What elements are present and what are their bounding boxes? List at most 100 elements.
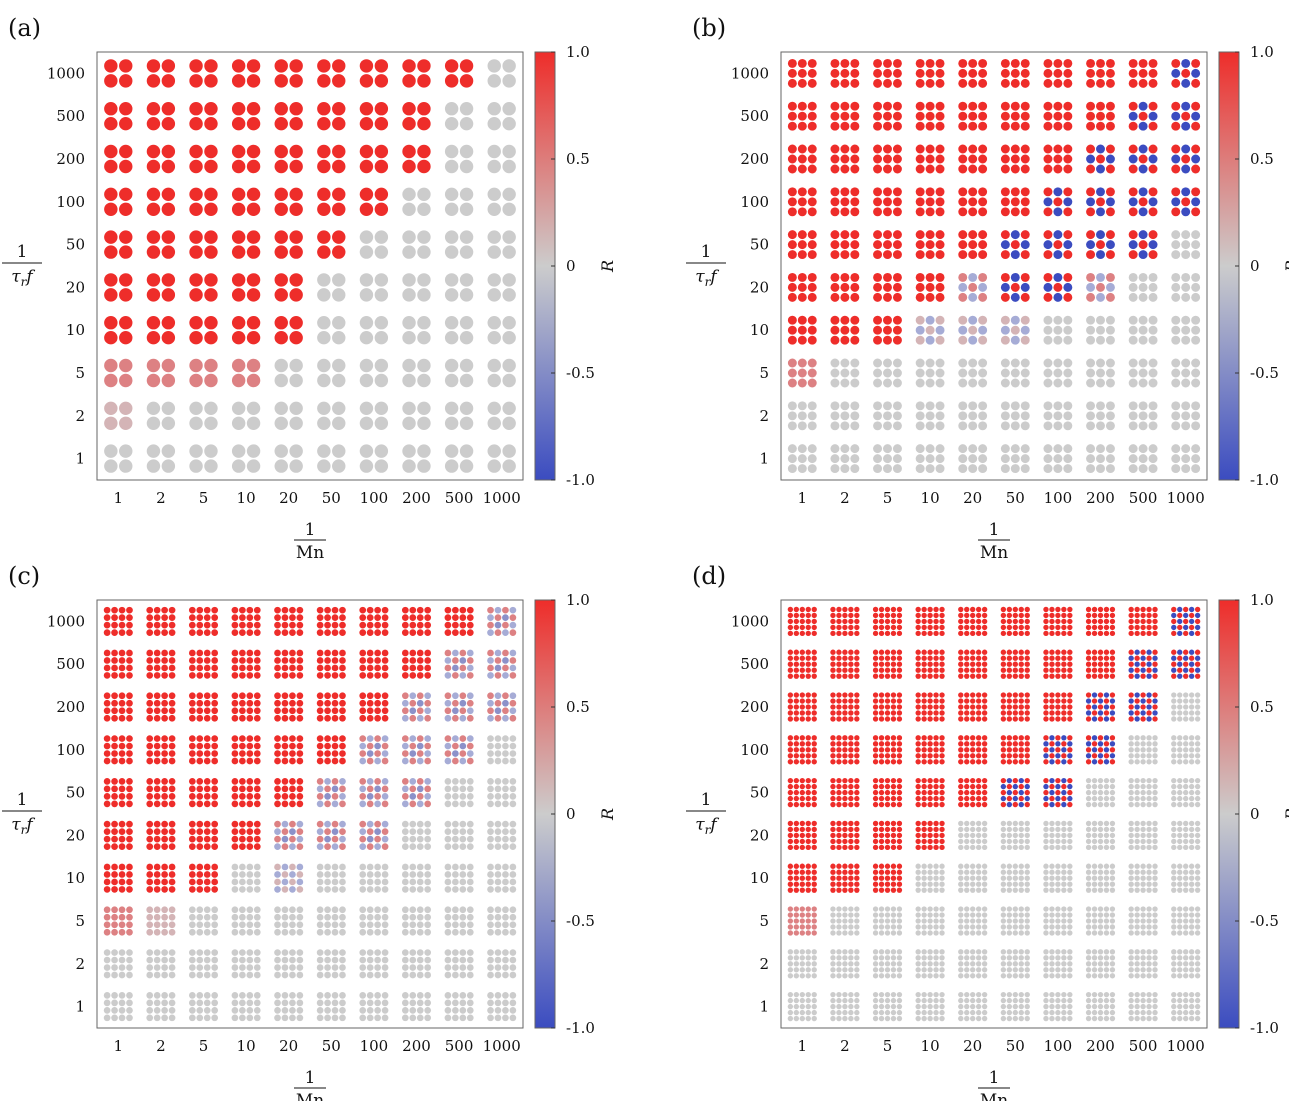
marker <box>502 621 509 629</box>
marker <box>1146 618 1152 625</box>
marker <box>1171 618 1177 625</box>
marker <box>153 878 161 886</box>
marker <box>211 757 219 765</box>
marker <box>1020 411 1030 421</box>
marker <box>316 657 324 664</box>
marker <box>381 863 389 871</box>
marker <box>1043 753 1049 759</box>
marker <box>409 971 417 979</box>
marker <box>939 741 945 747</box>
heatmap-cell <box>444 316 474 345</box>
marker <box>168 999 176 1007</box>
marker <box>964 838 970 845</box>
marker <box>921 747 927 753</box>
marker <box>787 673 794 679</box>
marker <box>487 735 494 742</box>
heatmap-cell <box>274 144 303 174</box>
marker <box>332 74 346 88</box>
marker <box>452 657 459 664</box>
marker <box>402 288 416 302</box>
marker <box>787 335 797 345</box>
marker <box>978 58 988 68</box>
marker <box>890 789 897 796</box>
heatmap-cell <box>146 949 176 979</box>
marker <box>872 624 879 631</box>
marker <box>424 843 432 850</box>
marker <box>146 245 161 259</box>
marker <box>1055 606 1061 613</box>
marker <box>111 614 118 622</box>
marker <box>1043 164 1053 174</box>
marker <box>915 844 921 851</box>
marker <box>921 820 927 827</box>
marker <box>196 757 204 765</box>
marker <box>1024 735 1030 741</box>
heatmap-cell <box>1085 649 1116 679</box>
marker <box>927 747 933 753</box>
marker <box>1024 661 1030 667</box>
marker <box>1067 753 1073 759</box>
marker <box>452 714 459 722</box>
marker <box>787 692 794 698</box>
marker <box>324 785 331 793</box>
marker <box>126 606 133 614</box>
marker <box>854 838 860 845</box>
heatmap-cell <box>231 949 261 979</box>
marker <box>1128 187 1138 197</box>
marker <box>1128 144 1138 154</box>
marker <box>1109 673 1116 679</box>
heatmap-cell <box>402 273 431 302</box>
marker <box>1097 844 1104 851</box>
heatmap-cell <box>317 102 346 131</box>
marker <box>281 699 289 707</box>
marker <box>424 785 432 793</box>
marker <box>884 844 891 851</box>
marker <box>231 657 239 664</box>
marker <box>811 801 817 808</box>
marker <box>168 964 176 971</box>
marker <box>239 664 246 672</box>
marker <box>933 753 939 759</box>
marker <box>830 649 836 655</box>
marker <box>1061 710 1067 716</box>
heatmap-cell <box>1086 272 1115 302</box>
heatmap-cell <box>188 906 219 936</box>
marker <box>366 657 374 664</box>
marker <box>1183 844 1189 851</box>
marker <box>103 999 111 1007</box>
marker <box>921 735 927 741</box>
marker <box>188 863 196 871</box>
marker <box>807 272 817 282</box>
marker <box>1010 272 1020 282</box>
marker <box>168 735 176 742</box>
marker <box>331 992 339 999</box>
marker <box>246 657 254 664</box>
marker <box>1000 832 1007 839</box>
marker <box>1171 612 1177 619</box>
heatmap-cell <box>231 692 261 722</box>
marker <box>797 164 807 174</box>
marker <box>1096 411 1105 421</box>
marker <box>1191 101 1201 111</box>
marker <box>466 820 474 828</box>
marker <box>805 753 811 759</box>
marker <box>281 956 289 964</box>
marker <box>787 747 794 753</box>
marker <box>1134 710 1140 716</box>
marker <box>915 801 921 808</box>
marker <box>1188 612 1195 619</box>
heatmap-cell <box>103 906 133 936</box>
marker <box>1171 101 1181 111</box>
marker <box>444 707 452 715</box>
marker <box>1171 753 1177 759</box>
marker <box>401 735 409 742</box>
marker <box>253 800 261 808</box>
marker <box>146 792 154 800</box>
marker <box>161 843 168 850</box>
marker <box>935 464 945 474</box>
marker <box>466 906 474 914</box>
marker <box>466 886 474 893</box>
marker <box>921 612 927 619</box>
marker <box>884 875 891 881</box>
marker <box>274 373 288 388</box>
